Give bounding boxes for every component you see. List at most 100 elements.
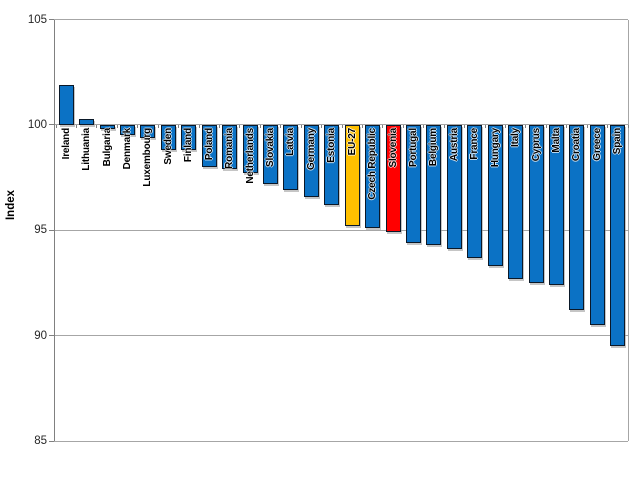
category-tick-7 [198, 124, 200, 129]
category-label-poland: Poland [202, 128, 216, 160]
bar-lithuania [79, 118, 95, 125]
category-label-text-malta: Malta [551, 127, 562, 153]
gridline-95 [54, 229, 628, 231]
category-label-text-italy: Italy [510, 127, 522, 147]
category-label-latvia: Latvia [284, 128, 298, 156]
category-label-finland: Finland [182, 128, 196, 162]
y-tick-90 [49, 335, 54, 337]
category-label-text-ireland: Ireland [60, 127, 72, 160]
category-tick-6 [178, 124, 180, 129]
category-label-text-france: France [469, 127, 481, 160]
y-axis-line [53, 19, 55, 441]
category-label-slovenia: Slovenia [386, 128, 400, 168]
category-label-malta: Malta [550, 128, 564, 153]
bar-france [467, 124, 483, 258]
bar-denmark [120, 124, 135, 136]
category-label-cyprus: Cyprus [529, 128, 543, 161]
gridline-90 [54, 335, 628, 337]
category-label-netherlands: Netherlands [243, 128, 257, 184]
category-label-text-hungary: Hungary [489, 127, 501, 168]
bar-italy [508, 124, 524, 279]
category-tick-9 [239, 124, 241, 129]
category-label-text-slovenia: Slovenia [387, 127, 399, 168]
y-tick-105 [49, 19, 54, 20]
category-tick-23 [525, 124, 527, 129]
category-label-lithuania: Lithuania [80, 128, 94, 171]
category-label-text-spain: Spain [612, 127, 624, 155]
category-tick-0 [55, 124, 57, 129]
bar-portugal [406, 124, 421, 243]
category-tick-14 [341, 124, 343, 129]
category-label-text-bulgaria: Bulgaria [101, 127, 113, 167]
bar-germany [303, 124, 319, 197]
category-tick-27 [607, 124, 609, 129]
bar-bulgaria [99, 124, 115, 130]
category-tick-21 [484, 124, 486, 129]
category-label-bulgaria: Bulgaria [100, 128, 114, 166]
category-tick-3 [116, 124, 118, 129]
y-tick-label-105: 105 [27, 13, 47, 26]
bar-slovenia [385, 124, 401, 233]
category-label-text-germany: Germany [305, 127, 317, 170]
category-label-austria: Austria [447, 128, 461, 161]
y-tick-95 [49, 229, 54, 231]
category-label-text-luxembourg: Luxembourg [142, 127, 154, 187]
category-label-hungary: Hungary [488, 128, 502, 167]
category-tick-24 [545, 124, 547, 129]
category-label-text-sweden: Sweden [162, 127, 174, 165]
category-tick-8 [218, 124, 220, 129]
category-tick-17 [402, 124, 404, 129]
category-label-text-greece: Greece [591, 127, 603, 161]
y-tick-label-85: 85 [34, 435, 47, 447]
category-tick-15 [361, 124, 363, 129]
category-label-text-netherlands: Netherlands [244, 127, 256, 184]
category-tick-19 [443, 124, 445, 129]
bar-netherlands [242, 124, 258, 174]
category-label-text-eu-27: EU-27 [346, 127, 358, 156]
category-label-italy: Italy [509, 128, 523, 147]
category-label-germany: Germany [304, 128, 318, 170]
category-tick-16 [382, 124, 384, 129]
gridline-100 [54, 124, 628, 126]
bar-malta [549, 124, 564, 286]
bar-ireland [58, 84, 74, 125]
category-label-text-slovakia: Slovakia [265, 127, 276, 167]
category-label-france: France [468, 128, 482, 160]
category-label-text-cyprus: Cyprus [530, 127, 542, 162]
category-label-text-denmark: Denmark [122, 127, 133, 170]
bar-eu-27 [344, 124, 360, 227]
category-tick-4 [137, 124, 139, 129]
category-label-text-estonia: Estonia [326, 127, 338, 163]
category-label-portugal: Portugal [407, 128, 421, 167]
bar-croatia [569, 124, 585, 311]
category-label-text-belgium: Belgium [428, 127, 440, 166]
category-label-text-czech-republic: Czech Republic [367, 127, 379, 200]
bar-czech-republic [365, 124, 381, 229]
y-tick-85 [49, 440, 54, 442]
y-tick-100 [49, 124, 54, 126]
category-tick-28 [627, 124, 629, 129]
category-tick-18 [423, 124, 425, 129]
bar-sweden [160, 124, 176, 151]
category-tick-5 [157, 124, 159, 129]
category-label-denmark: Denmark [121, 128, 135, 169]
bar-latvia [283, 124, 299, 191]
category-tick-12 [300, 124, 302, 129]
category-tick-10 [259, 124, 261, 129]
category-label-slovakia: Slovakia [264, 128, 278, 167]
plot-border-right [627, 19, 629, 441]
bar-finland [181, 124, 197, 151]
bar-poland [201, 124, 217, 168]
y-tick-label-95: 95 [34, 224, 47, 237]
category-label-text-portugal: Portugal [408, 127, 419, 167]
bar-romania [222, 124, 238, 170]
bar-cyprus [528, 124, 544, 283]
y-tick-label-100: 100 [27, 118, 47, 131]
category-tick-26 [586, 124, 588, 129]
bar-austria [446, 124, 462, 250]
category-label-eu-27: EU-27 [345, 128, 359, 155]
gridline-85 [54, 440, 628, 442]
category-tick-13 [321, 124, 323, 129]
